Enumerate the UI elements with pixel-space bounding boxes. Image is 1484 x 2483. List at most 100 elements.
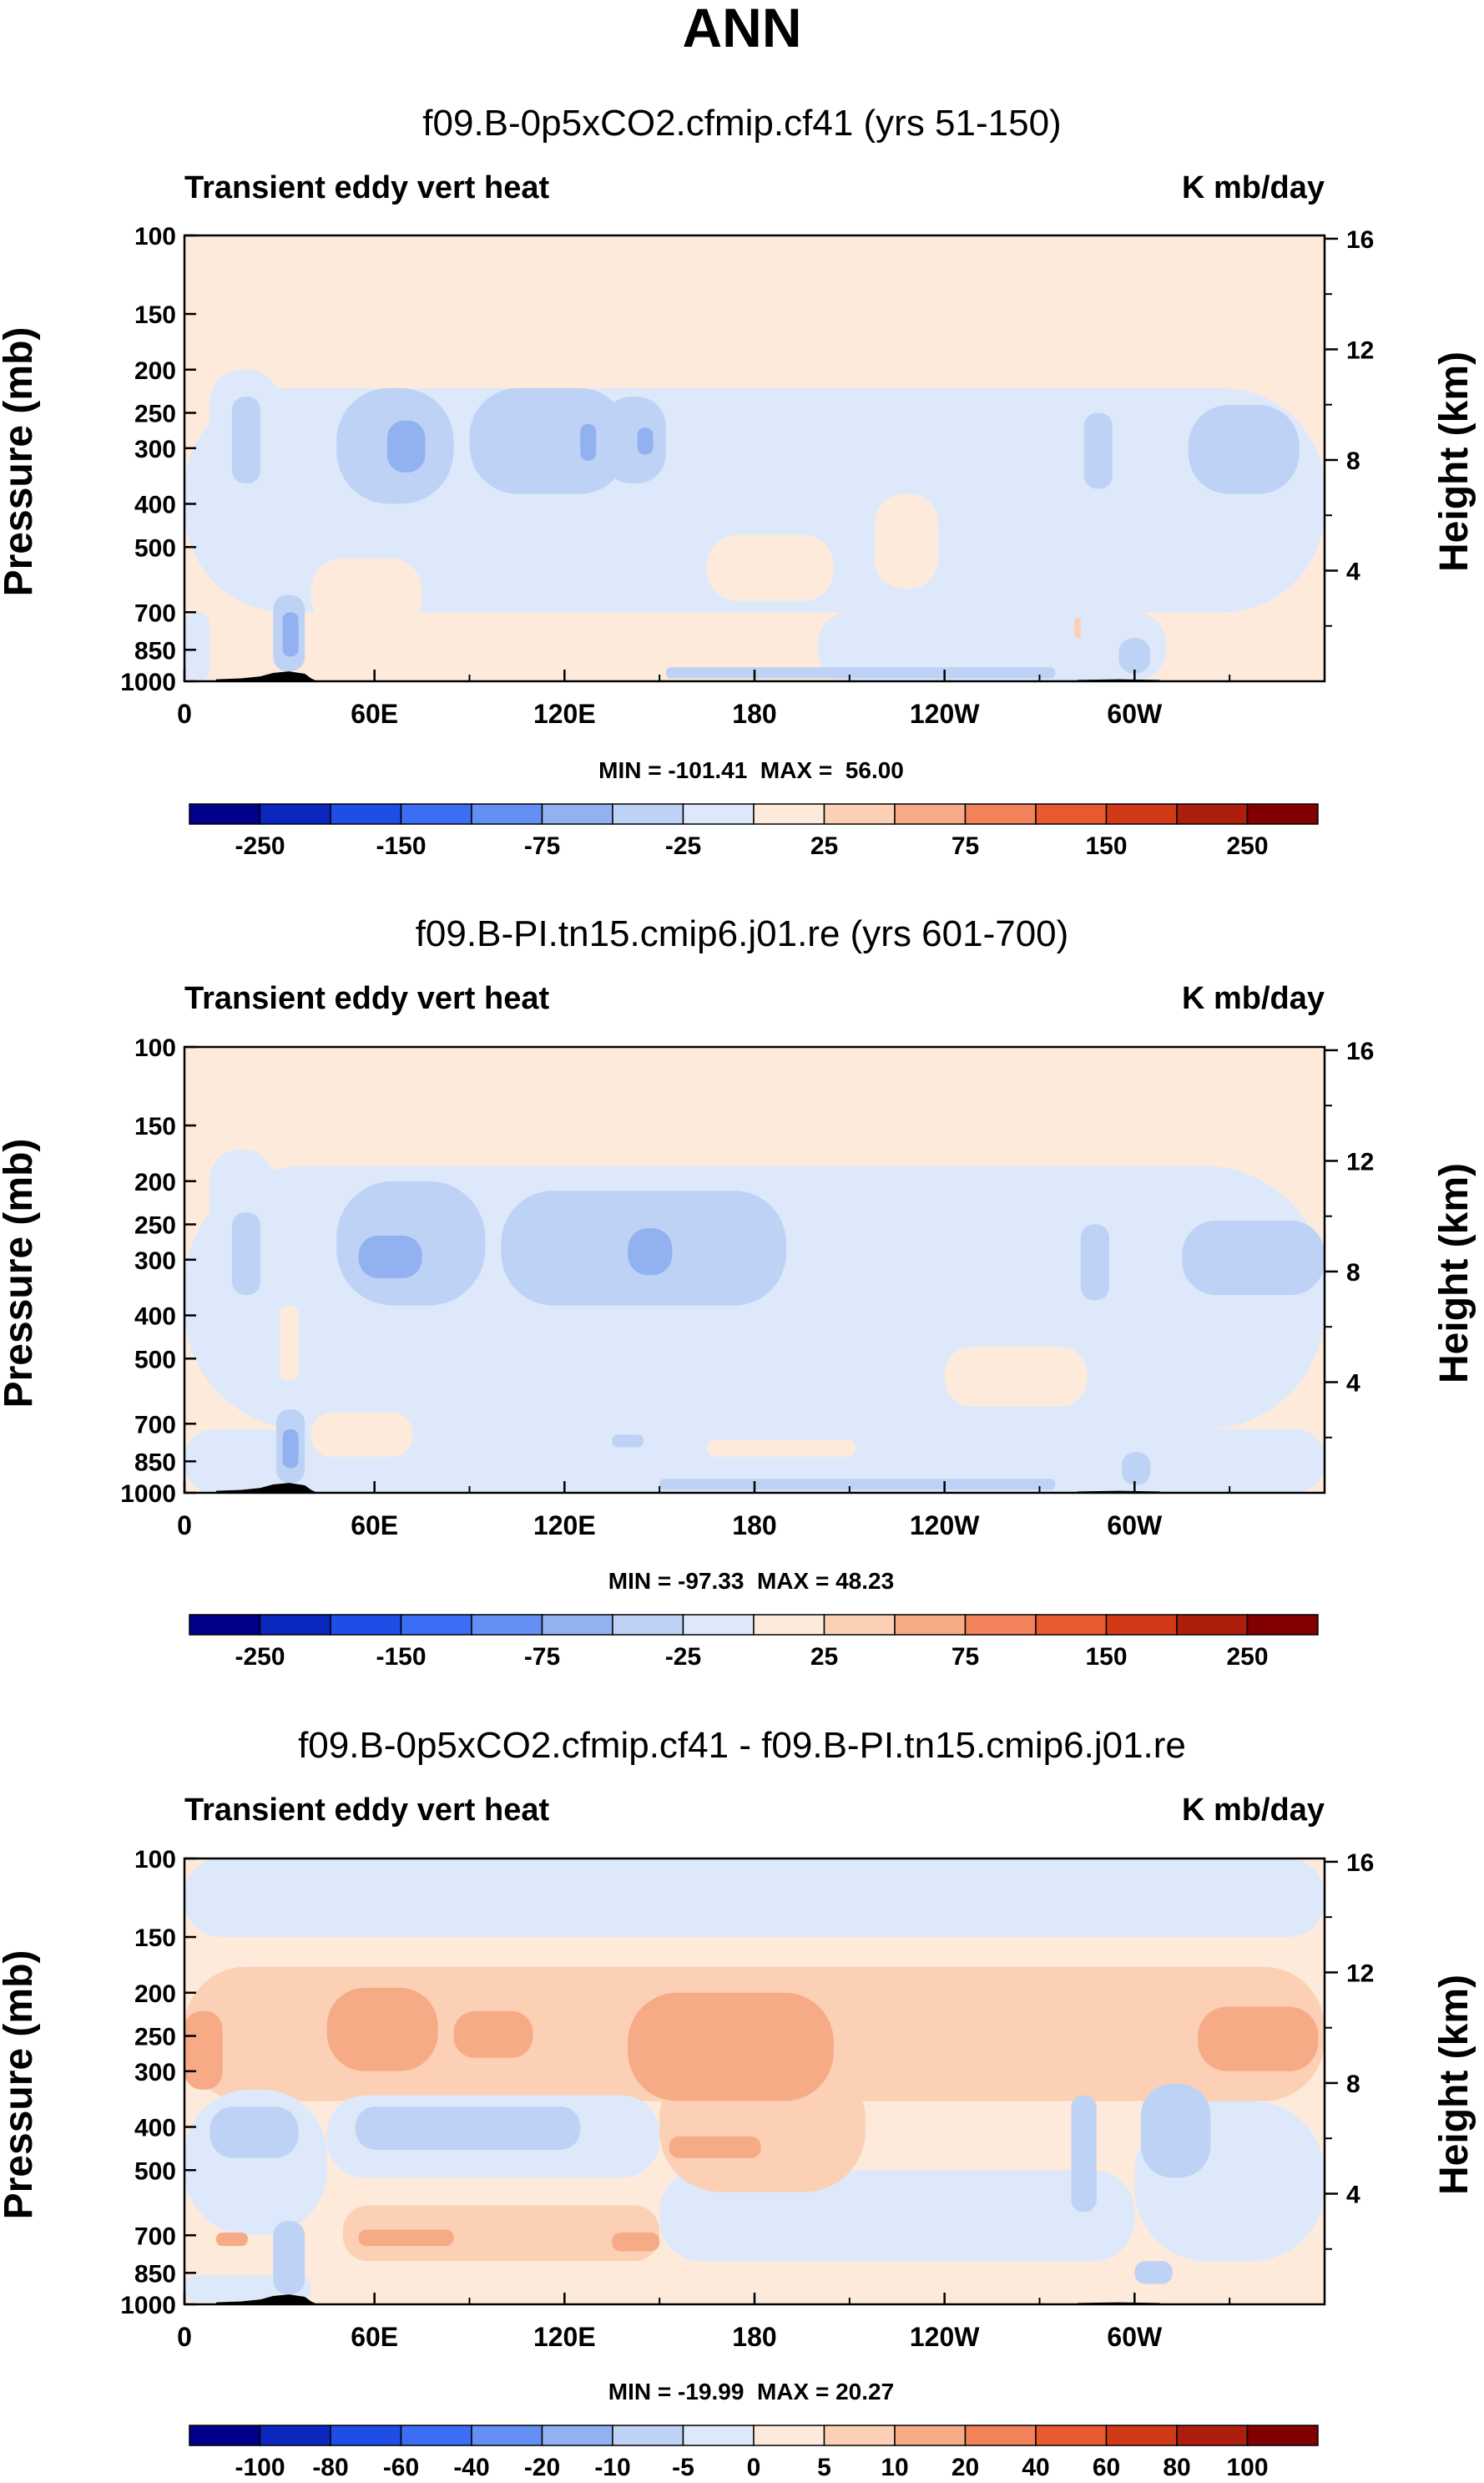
colorbar-swatch: [259, 1614, 331, 1636]
contour-region: [310, 1412, 413, 1457]
y2-tick-label: 8: [1346, 2071, 1360, 2098]
x-tick-label: 120W: [910, 699, 980, 729]
panel-1-stats: MIN = -101.41 MAX = 56.00: [598, 757, 904, 783]
colorbar-swatch: [400, 2425, 472, 2446]
colorbar-label: -25: [665, 832, 701, 860]
x-tick-label: 60E: [351, 2322, 398, 2352]
contour-region: [469, 387, 628, 494]
y2-tick-label: 4: [1346, 1369, 1360, 1397]
y2-tick-label: 12: [1346, 336, 1374, 364]
colorbar-label: -250: [235, 1643, 285, 1671]
colorbar-label: -5: [672, 2454, 694, 2481]
y-tick-label: 850: [134, 637, 176, 665]
colorbar-swatch: [471, 2425, 543, 2446]
contour-region: [612, 1434, 644, 1448]
contour-region: [215, 2232, 248, 2247]
y-tick-label: 100: [134, 223, 176, 250]
colorbar-swatch: [823, 803, 896, 825]
x-tick-label: 0: [177, 1510, 192, 1540]
y-tick-label: 200: [134, 357, 176, 385]
contour-region: [628, 1228, 673, 1276]
y-tick-label: 1000: [120, 669, 176, 696]
colorbar-label: 150: [1085, 1643, 1127, 1671]
y-tick-label: 150: [134, 1113, 176, 1140]
y-tick-label: 850: [134, 2260, 176, 2288]
y-tick-label: 500: [134, 534, 176, 562]
colorbar-swatch: [612, 2425, 684, 2446]
contour-field: [184, 235, 1325, 681]
colorbar-label: -20: [524, 2454, 560, 2481]
contour-region: [231, 1212, 261, 1296]
colorbar-label: 75: [951, 1643, 979, 1671]
contour-region: [612, 2232, 660, 2252]
contour-region: [355, 2106, 581, 2150]
y-tick-label: 250: [134, 2024, 176, 2051]
contour-region: [326, 1987, 438, 2071]
contour-region: [282, 1429, 299, 1469]
contour-region: [944, 1346, 1088, 1407]
x-tick-label: 120E: [533, 1510, 596, 1540]
panel-1-units-label: K mb/day: [1182, 170, 1325, 205]
colorbar-swatch: [682, 1614, 755, 1636]
colorbar-swatch: [612, 803, 684, 825]
colorbar-label: 250: [1226, 1643, 1268, 1671]
colorbar-swatch: [189, 1614, 261, 1636]
panel-2-units-label: K mb/day: [1182, 981, 1325, 1016]
contour-region: [184, 2010, 223, 2090]
contour-region: [1134, 2261, 1173, 2284]
colorbar-label: 25: [810, 832, 838, 860]
contour-region: [184, 1429, 1325, 1493]
panel-2-y2-axis-label: Height (km): [1432, 1163, 1476, 1383]
colorbar-label: -150: [376, 1643, 426, 1671]
colorbar-swatch: [894, 803, 967, 825]
contour-region: [279, 1305, 299, 1381]
colorbar-label: -250: [235, 832, 285, 860]
panel-1: f09.B-0p5xCO2.cfmip.cf41 (yrs 51-150) Tr…: [0, 103, 1476, 860]
colorbar-label: 80: [1163, 2454, 1190, 2481]
panel-1-plot: 0 60E 120E 180 120W 60W 100 150 200 250 300 400 500 7…: [120, 223, 1374, 729]
x-tick-label: 0: [177, 2322, 192, 2352]
colorbar-swatch: [259, 2425, 331, 2446]
colorbar-label: -25: [665, 1643, 701, 1671]
y2-tick-label: 8: [1346, 1259, 1360, 1287]
contour-region: [707, 1439, 856, 1457]
colorbar-swatch: [1035, 803, 1108, 825]
panel-2: f09.B-PI.tn15.cmip6.j01.re (yrs 601-700)…: [0, 913, 1476, 1671]
panel-1-y-axis-label: Pressure (mb): [0, 327, 41, 597]
y2-tick-label: 16: [1346, 226, 1374, 254]
colorbar-label: 60: [1093, 2454, 1120, 2481]
x-tick-label: 60E: [351, 1510, 398, 1540]
colorbar-swatch: [1105, 2425, 1178, 2446]
contour-region: [453, 2010, 533, 2058]
y-tick-label: 100: [134, 1034, 176, 1062]
colorbar-swatch: [1176, 803, 1249, 825]
contour-region: [665, 667, 1056, 679]
colorbar-swatch: [330, 1614, 402, 1636]
panel-2-plot: 0 60E 120E 180 120W 60W 100 150 200 250 300 400 500 7…: [120, 1034, 1374, 1540]
x-tick-label: 180: [732, 1510, 776, 1540]
panel-3-colorbar: -100 -80 -60 -40 -20 -10 -5 0 5 10 20 40 60 80 100: [189, 2425, 1319, 2481]
contour-region: [1074, 617, 1081, 639]
colorbar-swatch: [1105, 803, 1178, 825]
x-tick-label: 180: [732, 2322, 776, 2352]
contour-field: [184, 1858, 1325, 2304]
y-tick-label: 700: [134, 1411, 176, 1439]
y-tick-label: 700: [134, 599, 176, 627]
colorbar-swatch: [541, 2425, 613, 2446]
x-tick-label: 180: [732, 699, 776, 729]
y-tick-label: 400: [134, 2115, 176, 2142]
x-tick-label: 120E: [533, 2322, 596, 2352]
y-tick-label: 400: [134, 492, 176, 519]
contour-region: [669, 2136, 761, 2158]
y-tick-label: 1000: [120, 2292, 176, 2319]
contour-region: [386, 420, 426, 473]
contour-region: [310, 558, 422, 629]
colorbar-swatch: [753, 1614, 825, 1636]
contour-field: [184, 1047, 1325, 1493]
panel-2-colorbar: -250 -150 -75 -25 25 75 150 250: [189, 1614, 1319, 1671]
panel-1-title: f09.B-0p5xCO2.cfmip.cf41 (yrs 51-150): [422, 103, 1061, 144]
colorbar-swatch: [330, 803, 402, 825]
y2-tick-label: 16: [1346, 1849, 1374, 1877]
colorbar-label: -60: [383, 2454, 419, 2481]
